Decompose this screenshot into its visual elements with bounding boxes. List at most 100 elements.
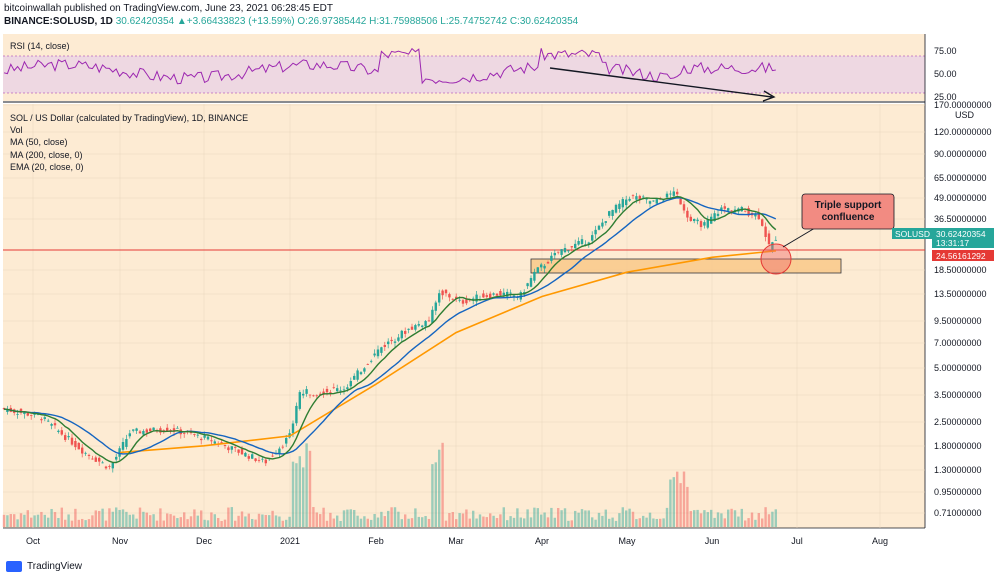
candle-body <box>472 298 475 300</box>
volume-bar <box>176 518 179 527</box>
candle-body <box>560 249 563 255</box>
candle-body <box>353 375 356 380</box>
volume-bars <box>2 442 777 527</box>
volume-bar <box>427 518 431 527</box>
volume-bar <box>642 515 645 527</box>
time-tick: Oct <box>26 536 41 546</box>
candle-body <box>60 430 63 435</box>
volume-bar <box>699 513 703 527</box>
volume-bar <box>468 518 471 527</box>
volume-bar <box>478 514 482 527</box>
candle-body <box>580 239 584 245</box>
volume-bar <box>152 514 155 527</box>
volume-bar <box>744 520 747 527</box>
volume-bar <box>237 515 240 527</box>
candle-body <box>325 388 329 393</box>
candle-body <box>98 457 101 462</box>
volume-bar <box>2 514 6 527</box>
candle-body <box>115 456 118 460</box>
volume-bar <box>247 513 250 527</box>
candle-body <box>302 393 305 396</box>
candle-body <box>682 204 686 211</box>
candle-body <box>492 293 495 295</box>
volume-bar <box>431 464 434 527</box>
grid <box>3 104 925 528</box>
volume-bar <box>723 518 726 527</box>
legend-ma200: MA (200, close, 0) <box>10 149 83 160</box>
volume-bar <box>492 515 495 527</box>
candle-body <box>397 337 400 341</box>
volume-bar <box>57 517 60 527</box>
volume-bar <box>305 443 308 527</box>
candle-body <box>91 458 94 460</box>
candle-body <box>223 444 227 446</box>
volume-bar <box>597 512 601 527</box>
volume-bar <box>608 518 611 527</box>
time-tick: Jun <box>705 536 720 546</box>
candle-body <box>149 428 152 432</box>
volume-bar <box>519 517 522 527</box>
candle-body <box>74 440 77 448</box>
candle-body <box>196 434 199 436</box>
volume-bar <box>516 508 519 527</box>
candle-body <box>638 195 641 200</box>
volume-bar <box>98 510 101 527</box>
candle-body <box>635 196 638 200</box>
candle-body <box>754 213 757 217</box>
candle-body <box>104 466 108 469</box>
candle-body <box>489 293 492 299</box>
volume-bar <box>730 508 733 527</box>
volume-bar <box>322 507 325 527</box>
candle-body <box>414 325 417 330</box>
volume-bar <box>179 517 182 527</box>
volume-bar <box>288 516 291 527</box>
volume-bar <box>302 467 305 527</box>
candle-body <box>206 436 210 440</box>
volume-bar <box>410 518 414 527</box>
time-tick: Mar <box>448 536 464 546</box>
volume-bar <box>132 514 135 527</box>
candle-body <box>43 417 46 419</box>
candle-body <box>251 454 254 459</box>
candle-body <box>448 294 451 298</box>
volume-bar <box>53 512 57 527</box>
volume-bar <box>567 520 570 527</box>
candle-body <box>166 427 169 432</box>
candle-body <box>553 252 556 256</box>
candle-body <box>329 392 332 393</box>
candle-body <box>67 436 70 438</box>
candle-body <box>686 210 689 218</box>
price-tick: 90.00000000 <box>934 149 987 159</box>
volume-bar <box>128 514 131 527</box>
volume-bar <box>421 517 424 527</box>
candle-body <box>706 219 709 228</box>
volume-bar <box>138 507 142 527</box>
volume-bar <box>461 513 465 527</box>
price-tick: 0.95000000 <box>934 487 982 497</box>
volume-bar <box>43 514 46 527</box>
price-tick: 7.00000000 <box>934 338 982 348</box>
candle-body <box>169 430 172 431</box>
price-tick: 13.50000000 <box>934 289 987 299</box>
candle-body <box>138 431 142 434</box>
time-tick: Nov <box>112 536 129 546</box>
volume-bar <box>754 519 757 527</box>
volume-bar <box>200 510 203 527</box>
confluence-circle <box>760 243 792 275</box>
price-tick: 18.50000000 <box>934 265 987 275</box>
candle-body <box>648 201 652 204</box>
candle-body <box>193 434 196 436</box>
volume-bar <box>407 518 410 527</box>
volume-bar <box>444 520 448 527</box>
candle-body <box>540 264 543 268</box>
volume-bar <box>706 512 709 527</box>
candle-body <box>390 339 393 342</box>
candle-body <box>529 278 533 287</box>
volume-bar <box>261 514 264 527</box>
volume-bar <box>308 450 312 527</box>
candle-body <box>410 326 414 330</box>
volume-bar <box>472 510 475 527</box>
candle-body <box>298 392 301 409</box>
candle-body <box>19 408 23 413</box>
volume-bar <box>19 513 23 527</box>
